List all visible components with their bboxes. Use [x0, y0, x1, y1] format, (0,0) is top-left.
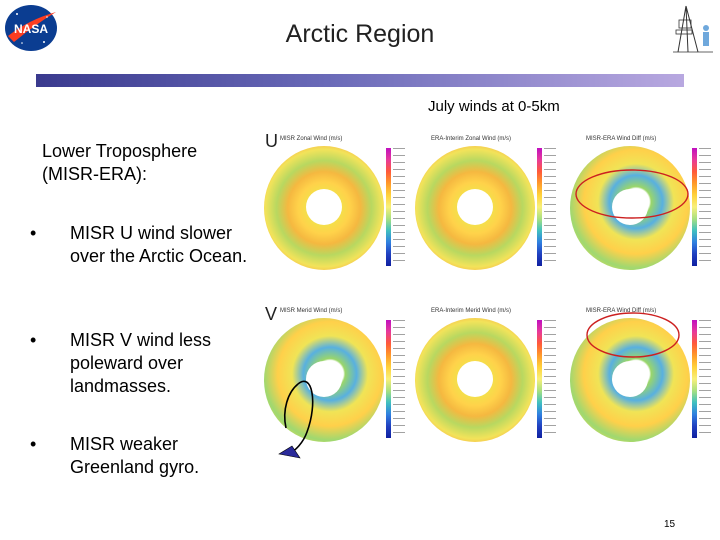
- lead-text: Lower Troposphere (MISR-ERA):: [42, 141, 198, 184]
- bullet-marker: •: [30, 223, 37, 243]
- polar-hole: [612, 189, 648, 225]
- page-number: 15: [664, 519, 676, 530]
- panel-title: MISR-ERA Wind Diff (m/s): [586, 136, 657, 142]
- polar-hole: [306, 189, 342, 225]
- panel-title: MISR-ERA Wind Diff (m/s): [586, 308, 657, 314]
- panel-title: MISR Zonal Wind (m/s): [280, 136, 343, 142]
- highlight-ellipse: [575, 169, 689, 219]
- panel-title: MISR Merid Wind (m/s): [280, 308, 343, 314]
- color-scale-ticks: [544, 320, 556, 438]
- color-scale: [537, 320, 542, 438]
- bullet-text: MISR weaker Greenland gyro.: [70, 434, 200, 477]
- map-panel-u-diff: MISR-ERA Wind Diff (m/s): [568, 134, 713, 272]
- row-label-v: V: [265, 304, 278, 324]
- bullet-marker: •: [30, 330, 37, 350]
- map-panel-v-diff: MISR-ERA Wind Diff (m/s): [568, 306, 713, 444]
- panel-title: ERA-Interim Merid Wind (m/s): [431, 308, 512, 314]
- polar-hole: [612, 361, 648, 397]
- color-scale-ticks: [393, 320, 405, 438]
- polar-hole: [457, 361, 493, 397]
- color-scale-ticks: [699, 148, 711, 266]
- color-scale-ticks: [393, 148, 405, 266]
- color-scale: [386, 148, 391, 266]
- panel-title: ERA-Interim Zonal Wind (m/s): [431, 136, 512, 142]
- title-underline-bar: [36, 74, 684, 87]
- highlight-ellipse: [586, 312, 680, 358]
- color-scale: [537, 148, 542, 266]
- polar-hole: [457, 189, 493, 225]
- color-scale: [692, 320, 697, 438]
- color-scale: [386, 320, 391, 438]
- row-label-u: U: [265, 131, 278, 151]
- gyro-arrow-head: [278, 445, 301, 459]
- color-scale-ticks: [699, 320, 711, 438]
- color-scale: [692, 148, 697, 266]
- map-panel-v-era: ERA-Interim Merid Wind (m/s): [413, 306, 558, 444]
- bullet-text: MISR V wind less poleward over landmasse…: [70, 330, 212, 396]
- figure-subtitle: July winds at 0-5km: [428, 98, 560, 115]
- gyro-arrow-line: [283, 383, 299, 429]
- bullet-marker: •: [30, 434, 37, 454]
- logo-wordmark: NASA: [14, 22, 48, 36]
- nasa-logo: NASA: [2, 2, 60, 54]
- corner-illustration: [668, 2, 718, 56]
- map-panel-u-era: ERA-Interim Zonal Wind (m/s): [413, 134, 558, 272]
- bullet-text: MISR U wind slower over the Arctic Ocean…: [70, 223, 248, 266]
- color-scale-ticks: [544, 148, 556, 266]
- page-title: Arctic Region: [285, 20, 435, 48]
- map-panel-u-misr: MISR Zonal Wind (m/s): [262, 134, 407, 272]
- gyro-arrow-line: [289, 380, 314, 455]
